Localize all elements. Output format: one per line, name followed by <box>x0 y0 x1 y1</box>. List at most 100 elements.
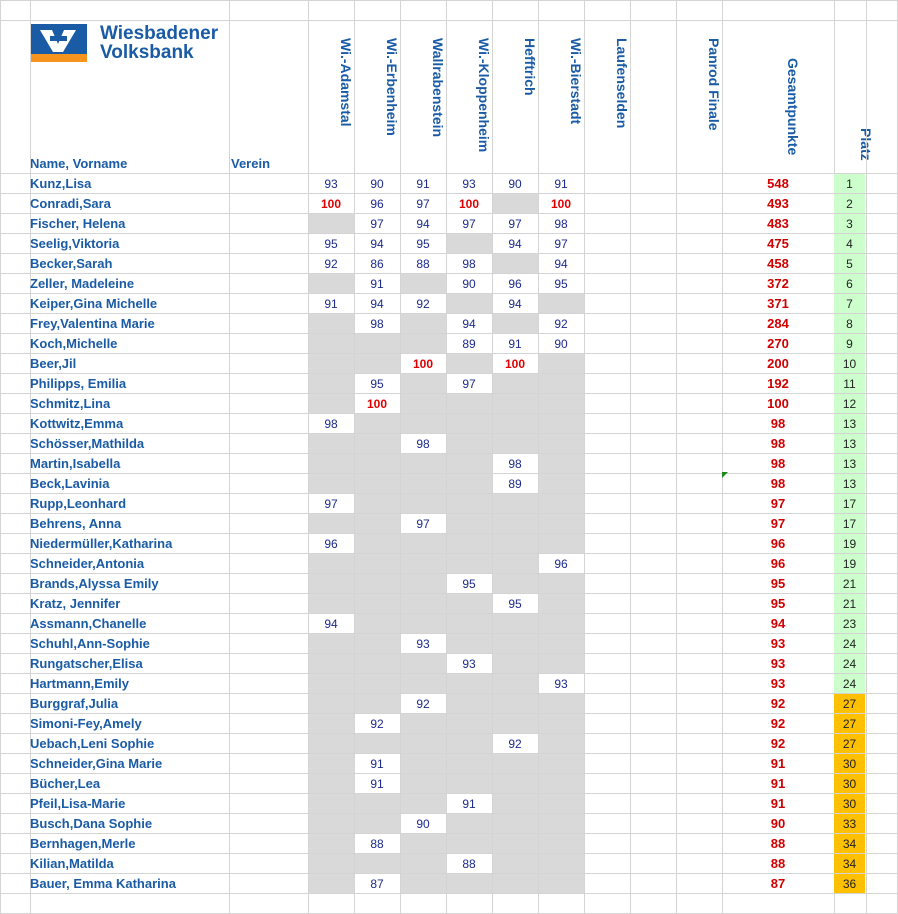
participant-name: Kunz,Lisa <box>30 176 92 191</box>
score-cell: 98 <box>462 257 476 271</box>
participant-name: Seelig,Viktoria <box>30 236 120 251</box>
total-points: 98 <box>770 416 786 431</box>
score-cell: 92 <box>370 717 384 731</box>
participant-name: Schmitz,Lina <box>30 396 111 411</box>
empty-score-cell <box>309 874 354 893</box>
score-cell: 92 <box>508 737 522 751</box>
participant-name: Becker,Sarah <box>30 256 113 271</box>
participant-name: Bauer, Emma Katharina <box>30 876 176 891</box>
grid-row-line <box>0 273 898 274</box>
empty-score-cell <box>355 694 400 713</box>
score-cell: 94 <box>554 257 568 271</box>
score-cell: 94 <box>370 297 384 311</box>
score-cell: 90 <box>416 817 430 831</box>
header-name: Name, Vorname <box>30 156 128 171</box>
event-header: Wallrabenstein <box>430 38 446 138</box>
score-cell: 92 <box>554 317 568 331</box>
empty-score-cell <box>493 654 538 673</box>
grid-row-line <box>0 413 898 414</box>
empty-score-cell <box>493 874 538 893</box>
empty-score-cell <box>539 474 584 493</box>
empty-score-cell <box>401 774 446 793</box>
score-cell: 96 <box>370 197 384 211</box>
empty-score-cell <box>401 614 446 633</box>
score-cell: 86 <box>370 257 384 271</box>
empty-score-cell <box>447 434 492 453</box>
participant-name: Kottwitz,Emma <box>30 416 124 431</box>
empty-score-cell <box>539 354 584 373</box>
score-cell: 91 <box>508 337 522 351</box>
total-points: 92 <box>770 696 786 711</box>
grid-column-line <box>866 0 867 913</box>
empty-score-cell <box>401 734 446 753</box>
grid-row-line <box>0 20 898 21</box>
score-cell: 92 <box>416 697 430 711</box>
empty-score-cell <box>447 634 492 653</box>
total-points: 93 <box>770 676 786 691</box>
total-points: 94 <box>770 616 786 631</box>
score-cell: 96 <box>324 537 338 551</box>
empty-score-cell <box>309 434 354 453</box>
participant-name: Zeller, Madeleine <box>30 276 135 291</box>
total-points: 88 <box>770 856 786 871</box>
total-points: 458 <box>767 256 789 271</box>
score-cell: 97 <box>324 497 338 511</box>
grid-row-line <box>0 793 898 794</box>
empty-score-cell <box>309 374 354 393</box>
empty-score-cell <box>493 814 538 833</box>
total-points: 97 <box>770 516 786 531</box>
empty-score-cell <box>401 714 446 733</box>
participant-name: Bücher,Lea <box>30 776 101 791</box>
event-header: Wi.-Bierstadt <box>568 38 584 125</box>
empty-score-cell <box>401 554 446 573</box>
grid-row-line <box>0 373 898 374</box>
score-cell: 88 <box>416 257 430 271</box>
empty-score-cell <box>493 774 538 793</box>
empty-score-cell <box>447 554 492 573</box>
empty-score-cell <box>539 534 584 553</box>
empty-score-cell <box>493 674 538 693</box>
placement: 24 <box>834 674 865 693</box>
empty-score-cell <box>539 794 584 813</box>
placement: 13 <box>834 414 865 433</box>
grid-row-line <box>0 433 898 434</box>
total-points: 98 <box>770 476 786 491</box>
total-points: 96 <box>770 556 786 571</box>
grid-column-line <box>446 0 447 913</box>
score-cell: 88 <box>370 837 384 851</box>
total-points: 90 <box>770 816 786 831</box>
placement: 11 <box>834 374 865 393</box>
placement: 1 <box>834 174 865 193</box>
empty-score-cell <box>309 574 354 593</box>
grid-row-line <box>0 0 898 1</box>
empty-score-cell <box>355 494 400 513</box>
score-cell: 97 <box>554 237 568 251</box>
total-points: 548 <box>767 176 789 191</box>
participant-name: Beer,Jil <box>30 356 77 371</box>
header-total: Gesamtpunkte <box>785 58 801 156</box>
placement: 27 <box>834 734 865 753</box>
grid-row-line <box>0 213 898 214</box>
total-points: 95 <box>770 596 786 611</box>
empty-score-cell <box>401 374 446 393</box>
empty-score-cell <box>309 694 354 713</box>
placement: 34 <box>834 834 865 853</box>
empty-score-cell <box>355 814 400 833</box>
placement: 24 <box>834 654 865 673</box>
empty-score-cell <box>447 754 492 773</box>
score-cell: 100 <box>412 357 434 371</box>
empty-score-cell <box>355 354 400 373</box>
grid-column-line <box>0 0 1 913</box>
empty-score-cell <box>309 754 354 773</box>
participant-name: Keiper,Gina Michelle <box>30 296 158 311</box>
score-cell: 97 <box>370 217 384 231</box>
score-cell: 98 <box>370 317 384 331</box>
empty-score-cell <box>309 514 354 533</box>
empty-score-cell <box>539 494 584 513</box>
score-cell: 93 <box>324 177 338 191</box>
placement: 3 <box>834 214 865 233</box>
empty-score-cell <box>493 694 538 713</box>
empty-score-cell <box>539 694 584 713</box>
participant-name: Schuhl,Ann-Sophie <box>30 636 150 651</box>
total-points: 92 <box>770 716 786 731</box>
